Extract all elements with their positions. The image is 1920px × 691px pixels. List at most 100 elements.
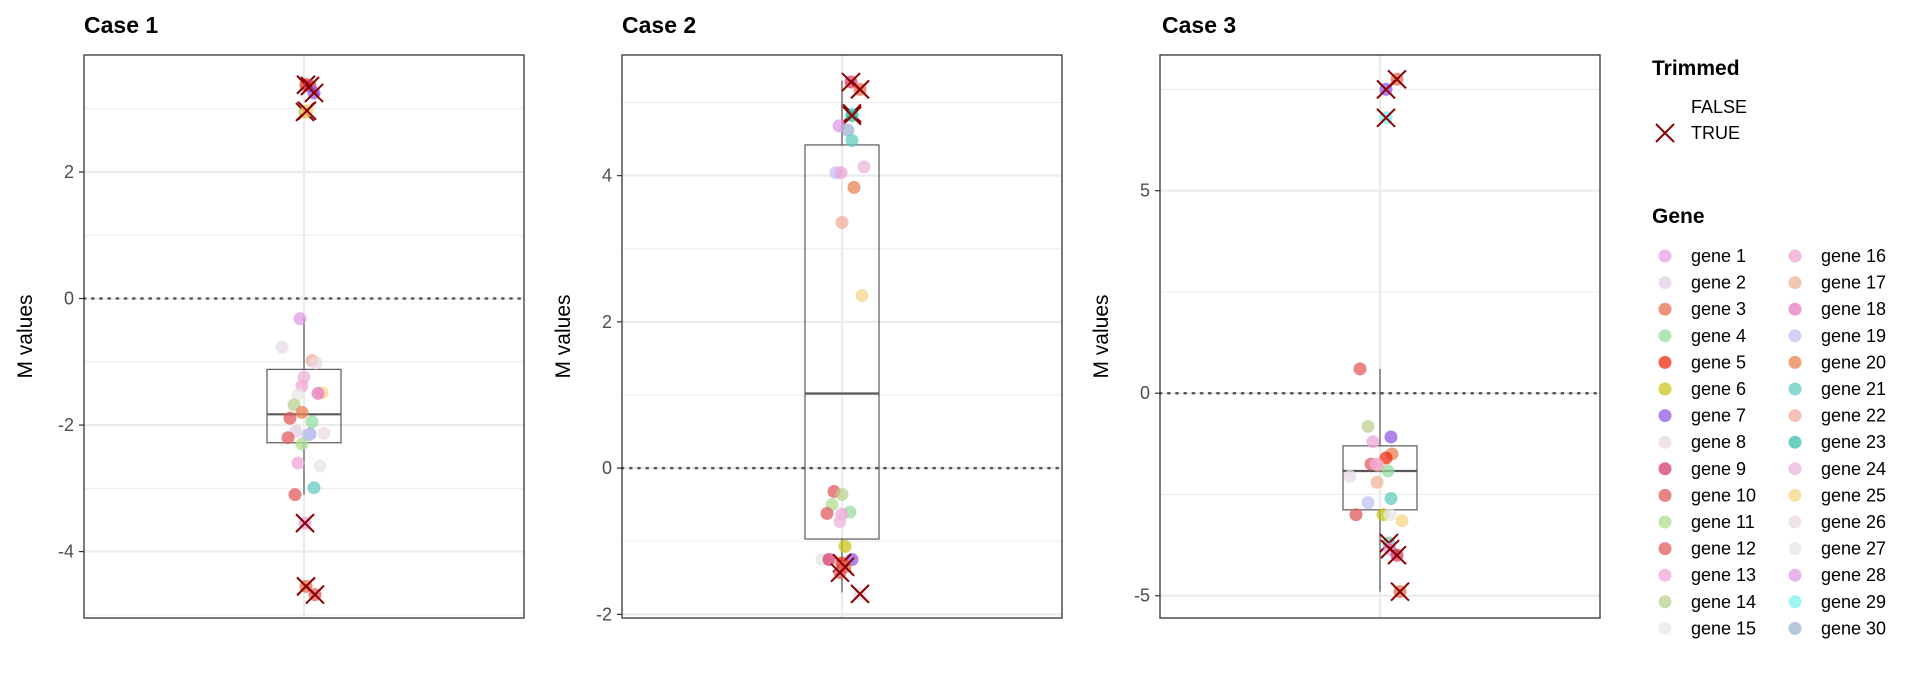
legend-gene-item: gene 26	[1788, 512, 1886, 532]
gene-color-swatch	[1658, 462, 1672, 476]
data-point	[845, 134, 859, 148]
gene-color-swatch	[1788, 409, 1802, 423]
gene-color-swatch	[1658, 621, 1672, 635]
legend-trimmed-title: Trimmed	[1652, 57, 1740, 80]
panel-case-2: -2 0 2 4 Case 2 M values	[552, 12, 1064, 624]
data-point	[820, 506, 834, 520]
legend-gene-label: gene 2	[1691, 273, 1746, 293]
data-point	[1369, 457, 1383, 471]
y-tick-label: -2	[596, 604, 612, 624]
legend-gene-item: gene 2	[1658, 273, 1746, 293]
data-point	[855, 289, 869, 303]
legend-gene-label: gene 25	[1821, 485, 1886, 505]
trimmed-cross-marker	[830, 562, 850, 583]
legend-gene-item: gene 28	[1788, 565, 1886, 585]
data-point	[1343, 469, 1357, 483]
legend-trimmed-item: TRUE	[1655, 123, 1740, 143]
legend-gene-label: gene 23	[1821, 432, 1886, 452]
legend-gene-item: gene 14	[1658, 592, 1756, 612]
gene-color-swatch	[1788, 488, 1802, 502]
data-point	[313, 459, 327, 473]
legend-gene-label: gene 12	[1691, 539, 1756, 559]
legend-gene-item: gene 30	[1788, 618, 1886, 638]
y-tick-label: 0	[1140, 383, 1150, 403]
legend-gene-item: gene 3	[1658, 299, 1746, 319]
legend-gene-item: gene 22	[1788, 406, 1886, 426]
box-iqr	[804, 144, 880, 540]
data-point	[833, 514, 847, 528]
legend-trimmed-label: TRUE	[1691, 123, 1740, 143]
legend-gene-label: gene 30	[1821, 618, 1886, 638]
legend: Trimmed FALSE TRUE Gene gene 1 gene 2 gene 3 ge…	[1652, 57, 1886, 638]
legend-trimmed-item: FALSE	[1691, 97, 1747, 117]
data-point	[857, 160, 871, 174]
legend-gene-item: gene 24	[1788, 459, 1886, 479]
data-point	[1381, 464, 1395, 478]
data-point	[1349, 508, 1363, 522]
legend-gene-label: gene 18	[1821, 299, 1886, 319]
data-point	[1384, 430, 1398, 444]
legend-gene-item: gene 8	[1658, 432, 1746, 452]
trimmed-cross-marker	[842, 105, 862, 126]
data-point	[293, 312, 307, 326]
trimmed-cross-marker	[305, 584, 325, 605]
trimmed-cross-marker	[295, 513, 315, 533]
trimmed-cross-marker	[1376, 79, 1396, 100]
data-point	[275, 340, 289, 354]
gene-color-swatch	[1788, 355, 1802, 369]
legend-gene-title: Gene	[1652, 205, 1705, 228]
data-point	[288, 488, 302, 502]
legend-gene-item: gene 4	[1658, 326, 1746, 346]
legend-gene-label: gene 16	[1821, 246, 1886, 266]
gene-color-swatch	[1658, 276, 1672, 290]
data-point	[1384, 492, 1398, 506]
y-tick-label: 2	[602, 312, 612, 332]
data-point	[1370, 475, 1384, 489]
gene-color-swatch	[1788, 462, 1802, 476]
legend-gene-item: gene 25	[1788, 485, 1886, 505]
data-point	[291, 388, 305, 402]
data-point	[281, 431, 295, 445]
data-point	[1383, 508, 1397, 522]
gene-color-swatch	[1788, 542, 1802, 556]
panel-case-1: -4 -2 0 2 Case 1 M values	[14, 12, 526, 619]
gene-color-swatch	[1658, 409, 1672, 423]
data-point	[1361, 496, 1375, 510]
trimmed-cross-marker	[297, 100, 317, 121]
legend-gene-label: gene 9	[1691, 459, 1746, 479]
legend-gene-item: gene 21	[1788, 379, 1886, 399]
legend-gene-label: gene 3	[1691, 299, 1746, 319]
legend-gene-item: gene 17	[1788, 273, 1886, 293]
legend-gene-label: gene 11	[1691, 512, 1755, 532]
panel-case-3: -5 0 5 Case 3 M values	[1090, 12, 1602, 619]
legend-gene-label: gene 1	[1691, 246, 1746, 266]
legend-gene-item: gene 13	[1658, 565, 1756, 585]
data-point	[835, 487, 849, 501]
y-axis-label: M values	[552, 294, 575, 378]
legend-gene-label: gene 7	[1691, 406, 1746, 426]
legend-gene-item: gene 15	[1658, 618, 1756, 638]
legend-gene-label: gene 19	[1821, 326, 1886, 346]
data-point	[309, 356, 323, 370]
data-point	[311, 386, 325, 400]
legend-gene-label: gene 17	[1821, 273, 1886, 293]
y-axis-label: M values	[1090, 294, 1113, 378]
legend-gene-label: gene 27	[1821, 539, 1886, 559]
data-point	[838, 539, 852, 553]
trimmed-cross-marker	[1390, 581, 1410, 602]
trimmed-cross-marker	[1387, 545, 1407, 565]
legend-gene-item: gene 18	[1788, 299, 1886, 319]
data-point	[1395, 514, 1409, 528]
gene-color-swatch	[1658, 355, 1672, 369]
legend-trimmed-label: FALSE	[1691, 97, 1747, 117]
gene-color-swatch	[1658, 595, 1672, 609]
gene-color-swatch	[1658, 488, 1672, 502]
panel-title: Case 2	[622, 12, 696, 38]
panel-border	[621, 54, 1063, 619]
data-point	[847, 180, 861, 194]
data-point	[1353, 362, 1367, 376]
legend-gene-item: gene 19	[1788, 326, 1886, 346]
y-tick-label: -2	[58, 415, 74, 435]
legend-gene-label: gene 13	[1691, 565, 1756, 585]
